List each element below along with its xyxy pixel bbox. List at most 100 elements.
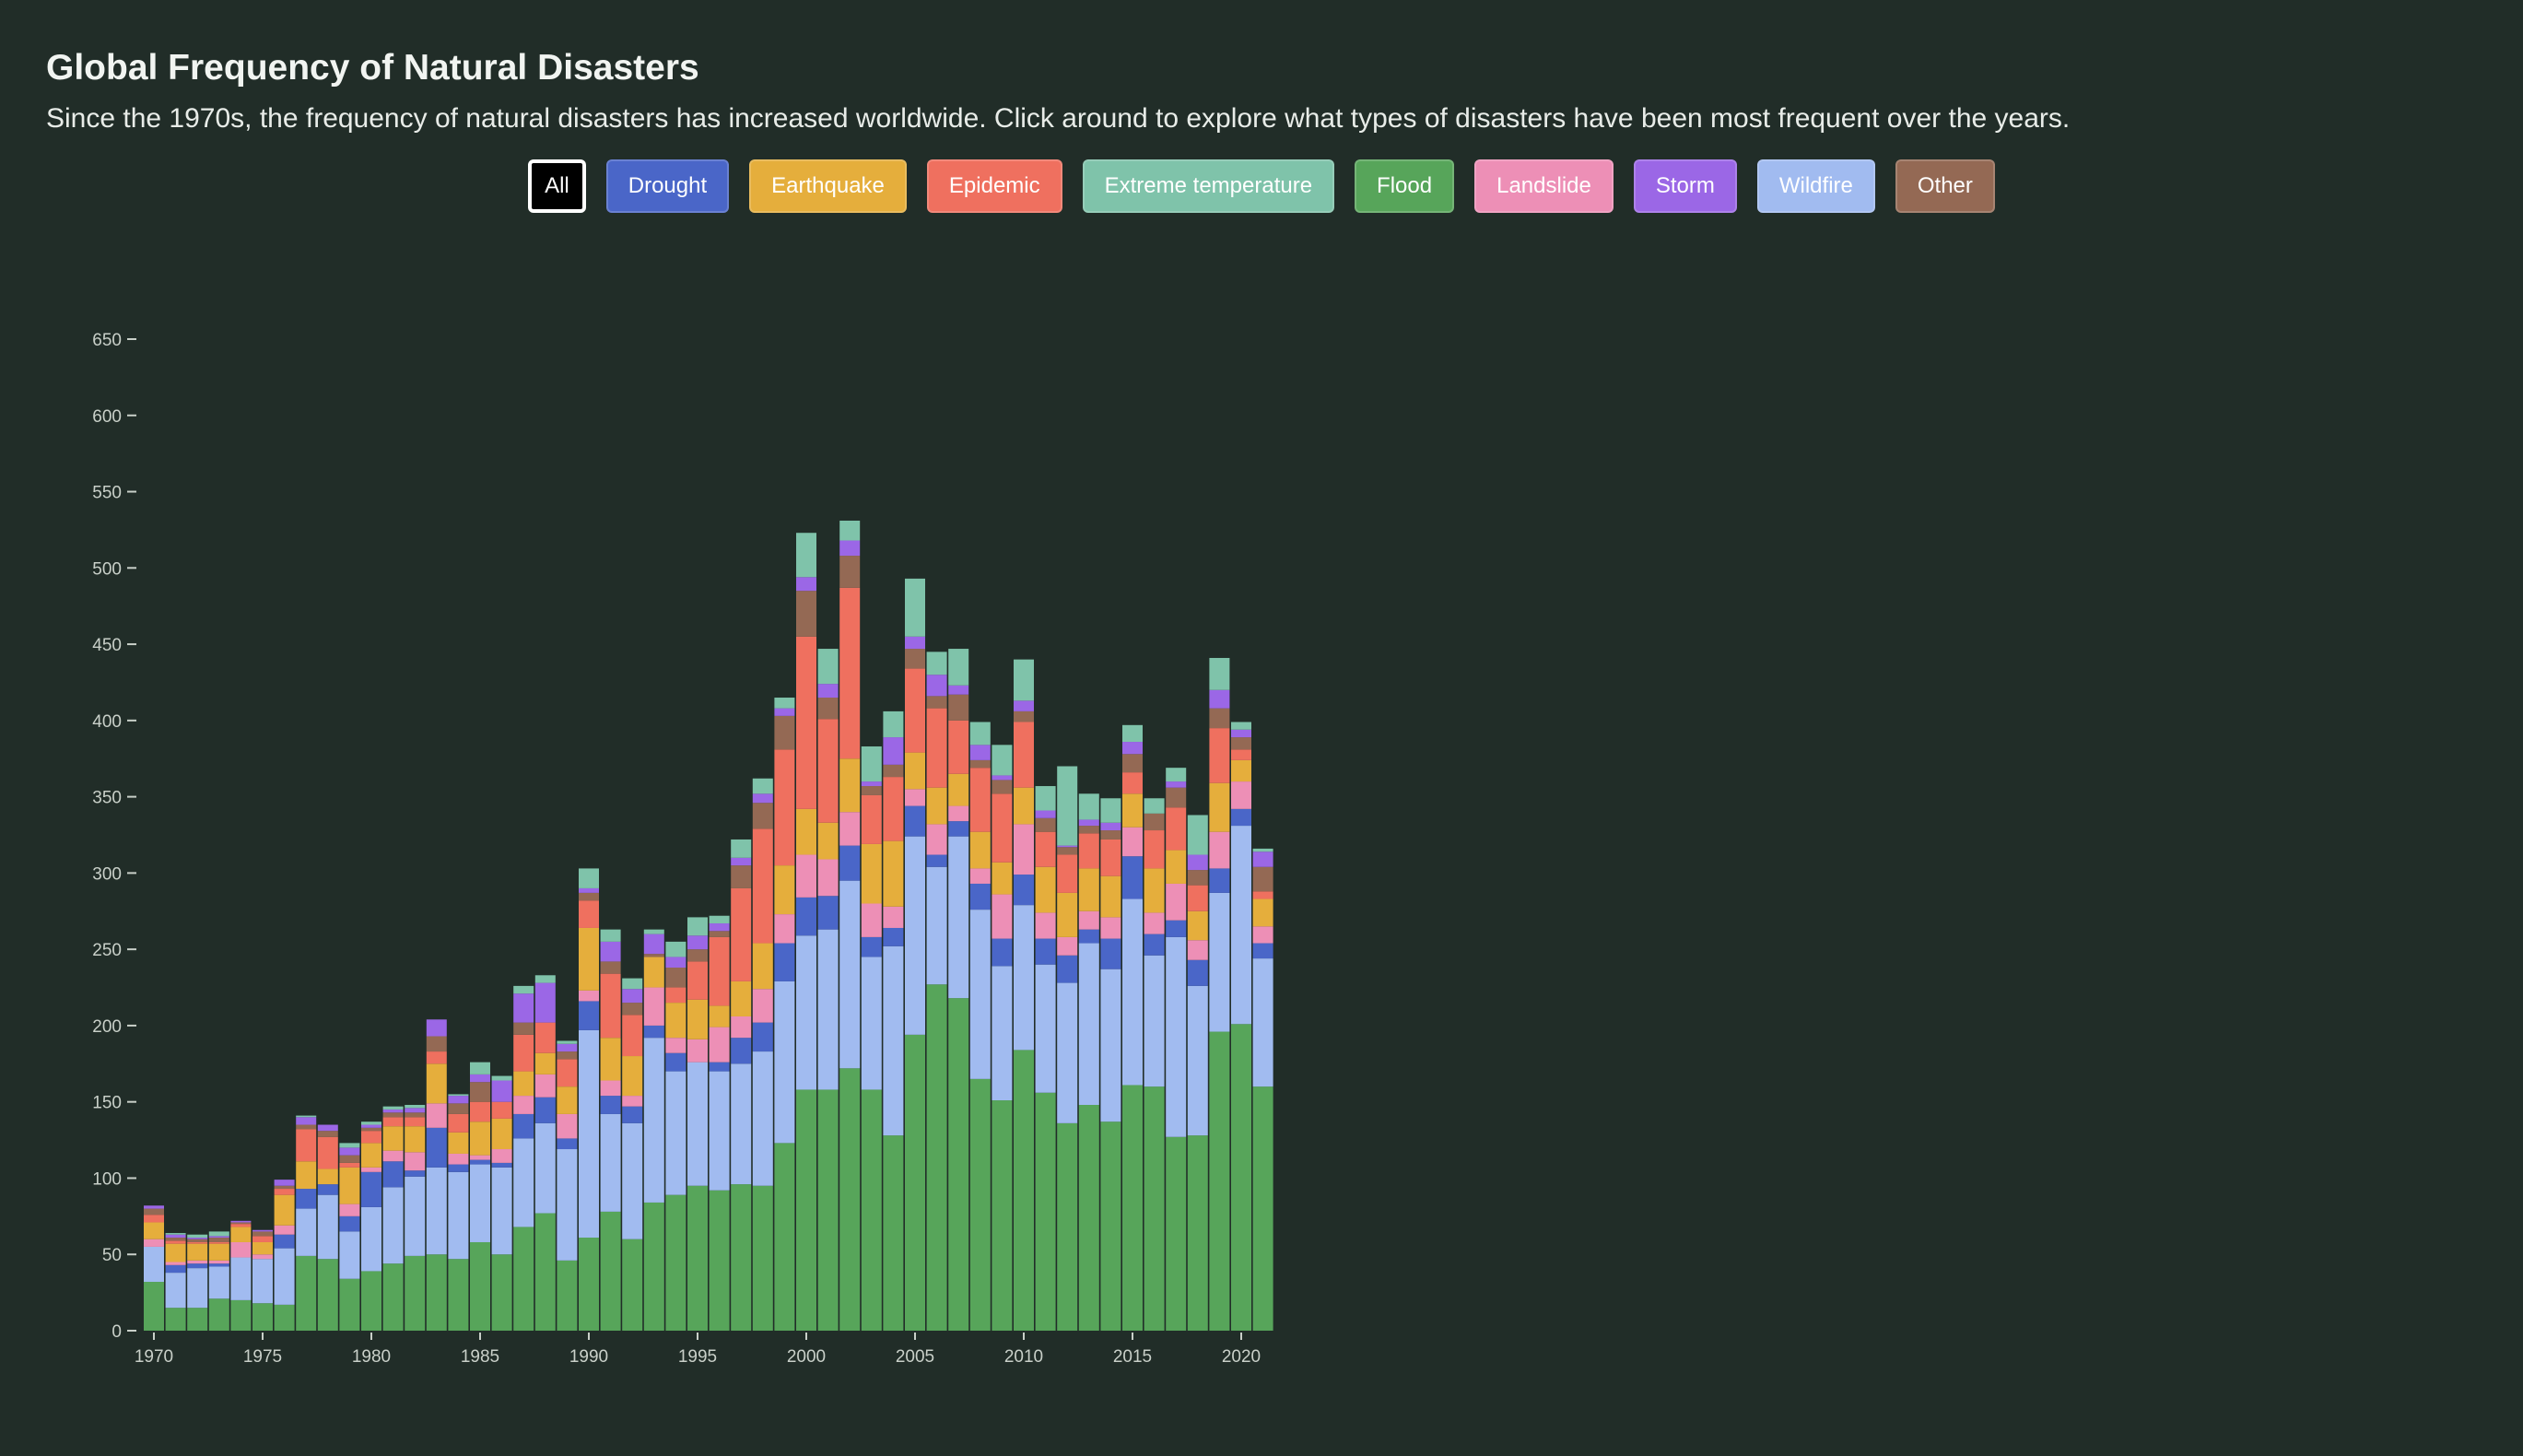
- bar-segment-storm[interactable]: 1989 Storm: 5: [557, 1043, 578, 1052]
- bar-segment-wildfire[interactable]: 1995 Wildfire: 81: [687, 1062, 708, 1186]
- bar-segment-epidemic[interactable]: 1981 Epidemic: 6: [382, 1117, 404, 1127]
- bar-stack-2001[interactable]: 2001 Flood: 1582001 Wildfire: 1052001 Dr…: [817, 649, 839, 1331]
- bar-segment-earthquake[interactable]: 1985 Earthquake: 22: [470, 1121, 490, 1156]
- bar-stack-1983[interactable]: 1983 Flood: 501983 Wildfire: 571983 Drou…: [426, 1019, 447, 1331]
- bar-segment-epidemic[interactable]: 2007 Epidemic: 35: [948, 720, 969, 774]
- bar-segment-epidemic[interactable]: 2021 Epidemic: 5: [1252, 891, 1273, 899]
- bar-segment-drought[interactable]: 1973 Drought: 2: [208, 1263, 229, 1267]
- bar-segment-earthquake[interactable]: 1976 Earthquake: 20: [274, 1194, 295, 1226]
- bar-segment-other[interactable]: 1995 Other: 8: [687, 949, 708, 962]
- bar-segment-earthquake[interactable]: 2013 Earthquake: 28: [1078, 868, 1099, 911]
- bar-segment-drought[interactable]: 2014 Drought: 20: [1100, 938, 1121, 969]
- bar-segment-drought[interactable]: 1983 Drought: 26: [426, 1127, 447, 1168]
- bar-segment-extreme-temperature[interactable]: 1986 Extreme temperature: 3: [491, 1075, 512, 1081]
- bar-segment-earthquake[interactable]: 1996 Earthquake: 14: [709, 1005, 730, 1027]
- bar-segment-flood[interactable]: 1982 Flood: 49: [405, 1255, 426, 1331]
- filter-extreme-temperature-button[interactable]: Extreme temperature: [1082, 159, 1335, 213]
- bar-segment-other[interactable]: 2010 Other: 7: [1014, 710, 1034, 722]
- bar-segment-landslide[interactable]: 1981 Landslide: 7: [382, 1150, 404, 1162]
- bar-segment-storm[interactable]: 1998 Storm: 6: [752, 793, 773, 804]
- bar-segment-flood[interactable]: 1996 Flood: 92: [709, 1190, 730, 1331]
- filter-drought-button[interactable]: Drought: [605, 159, 730, 213]
- bar-segment-wildfire[interactable]: 1970 Wildfire: 23: [144, 1246, 164, 1283]
- bar-segment-extreme-temperature[interactable]: 1971 Extreme temperature: 1: [165, 1233, 186, 1235]
- bar-segment-earthquake[interactable]: 1973 Earthquake: 11: [208, 1243, 229, 1261]
- bar-segment-wildfire[interactable]: 2017 Wildfire: 131: [1166, 936, 1187, 1137]
- bar-segment-landslide[interactable]: 1989 Landslide: 16: [557, 1113, 578, 1139]
- bar-segment-other[interactable]: 1978 Other: 4: [317, 1131, 338, 1137]
- bar-segment-drought[interactable]: 2019 Drought: 16: [1209, 868, 1230, 893]
- bar-segment-flood[interactable]: 2008 Flood: 165: [969, 1078, 991, 1331]
- bar-segment-epidemic[interactable]: 2016 Epidemic: 25: [1144, 830, 1165, 869]
- bar-segment-storm[interactable]: 1981 Storm: 2: [382, 1109, 404, 1113]
- bar-stack-2020[interactable]: 2020 Flood: 2012020 Wildfire: 1302020 Dr…: [1231, 722, 1251, 1331]
- bar-segment-landslide[interactable]: 1987 Landslide: 12: [513, 1096, 534, 1114]
- bar-segment-wildfire[interactable]: 1979 Wildfire: 31: [339, 1231, 360, 1279]
- bar-segment-earthquake[interactable]: 1998 Earthquake: 30: [752, 943, 773, 990]
- bar-segment-other[interactable]: 1984 Other: 7: [448, 1103, 469, 1114]
- bar-segment-wildfire[interactable]: 1988 Wildfire: 59: [534, 1122, 556, 1214]
- bar-segment-drought[interactable]: 1998 Drought: 19: [752, 1022, 773, 1052]
- bar-stack-1992[interactable]: 1992 Flood: 601992 Wildfire: 761992 Drou…: [622, 978, 643, 1331]
- bar-stack-1978[interactable]: 1978 Flood: 471978 Wildfire: 421978 Drou…: [317, 1124, 338, 1331]
- bar-segment-epidemic[interactable]: 1994 Epidemic: 10: [665, 987, 686, 1004]
- bar-segment-other[interactable]: 1996 Other: 4: [709, 931, 730, 937]
- bar-segment-wildfire[interactable]: 2020 Wildfire: 130: [1231, 826, 1251, 1025]
- bar-segment-landslide[interactable]: 1979 Landslide: 8: [339, 1204, 360, 1216]
- bar-segment-other[interactable]: 1976 Other: 2: [274, 1185, 295, 1190]
- bar-segment-epidemic[interactable]: 1984 Epidemic: 12: [448, 1113, 469, 1133]
- bar-segment-drought[interactable]: 1986 Drought: 3: [491, 1162, 512, 1168]
- bar-segment-other[interactable]: 1977 Other: 3: [296, 1124, 317, 1130]
- bar-segment-epidemic[interactable]: 1999 Epidemic: 76: [774, 749, 795, 866]
- bar-segment-landslide[interactable]: 1976 Landslide: 6: [274, 1225, 295, 1235]
- bar-stack-1988[interactable]: 1988 Flood: 771988 Wildfire: 591988 Drou…: [534, 975, 556, 1331]
- bar-segment-epidemic[interactable]: 1996 Epidemic: 45: [709, 936, 730, 1006]
- bar-segment-extreme-temperature[interactable]: 2010 Extreme temperature: 27: [1014, 659, 1034, 701]
- bar-segment-storm[interactable]: 1972 Storm: 1: [187, 1238, 208, 1239]
- bar-stack-1973[interactable]: 1973 Flood: 211973 Wildfire: 211973 Drou…: [208, 1231, 229, 1331]
- bar-segment-extreme-temperature[interactable]: 1972 Extreme temperature: 2: [187, 1234, 208, 1239]
- bar-segment-wildfire[interactable]: 1980 Wildfire: 42: [361, 1206, 381, 1272]
- bar-segment-storm[interactable]: 1996 Storm: 5: [709, 923, 730, 932]
- bar-segment-flood[interactable]: 2019 Flood: 196: [1209, 1031, 1230, 1331]
- bar-stack-2016[interactable]: 2016 Flood: 1602016 Wildfire: 862016 Dro…: [1144, 798, 1165, 1331]
- bar-segment-landslide[interactable]: 2019 Landslide: 24: [1209, 831, 1230, 869]
- filter-wildfire-button[interactable]: Wildfire: [1756, 159, 1875, 213]
- bar-segment-storm[interactable]: 1980 Storm: 2: [361, 1124, 381, 1128]
- bar-segment-earthquake[interactable]: 1986 Earthquake: 20: [491, 1118, 512, 1150]
- bar-segment-flood[interactable]: 1986 Flood: 50: [491, 1254, 512, 1331]
- bar-segment-wildfire[interactable]: 2015 Wildfire: 122: [1122, 898, 1143, 1086]
- bar-segment-flood[interactable]: 2016 Flood: 160: [1144, 1086, 1165, 1331]
- bar-segment-drought[interactable]: 1988 Drought: 17: [534, 1097, 556, 1123]
- bar-segment-landslide[interactable]: 1970 Landslide: 5: [144, 1239, 164, 1247]
- bar-segment-extreme-temperature[interactable]: 1994 Extreme temperature: 10: [665, 941, 686, 957]
- bar-segment-drought[interactable]: 1994 Drought: 12: [665, 1052, 686, 1072]
- bar-segment-epidemic[interactable]: 1991 Epidemic: 42: [600, 973, 621, 1039]
- bar-segment-extreme-temperature[interactable]: 2015 Extreme temperature: 11: [1122, 724, 1143, 743]
- bar-stack-1991[interactable]: 1991 Flood: 781991 Wildfire: 641991 Drou…: [600, 929, 621, 1331]
- bar-segment-drought[interactable]: 2001 Drought: 22: [817, 896, 839, 930]
- bar-segment-storm[interactable]: 1991 Storm: 13: [600, 941, 621, 962]
- bar-segment-wildfire[interactable]: 1975 Wildfire: 29: [252, 1259, 273, 1304]
- bar-segment-earthquake[interactable]: 1991 Earthquake: 28: [600, 1038, 621, 1081]
- bar-segment-storm[interactable]: 1974 Storm: 1: [230, 1220, 252, 1223]
- bar-segment-landslide[interactable]: 2005 Landslide: 11: [905, 789, 925, 806]
- bar-segment-drought[interactable]: 1992 Drought: 11: [622, 1106, 643, 1123]
- bar-segment-epidemic[interactable]: 1986 Epidemic: 11: [491, 1101, 512, 1119]
- bar-segment-epidemic[interactable]: 2008 Epidemic: 42: [969, 768, 991, 832]
- bar-segment-drought[interactable]: 2010 Drought: 20: [1014, 875, 1034, 906]
- bar-segment-epidemic[interactable]: 1977 Epidemic: 21: [296, 1129, 317, 1162]
- bar-segment-drought[interactable]: 1991 Drought: 12: [600, 1096, 621, 1114]
- bar-segment-extreme-temperature[interactable]: 1989 Extreme temperature: 2: [557, 1040, 578, 1044]
- bar-segment-drought[interactable]: 2015 Drought: 28: [1122, 856, 1143, 899]
- bar-segment-extreme-temperature[interactable]: 2000 Extreme temperature: 29: [796, 533, 816, 578]
- bar-segment-other[interactable]: 1981 Other: 3: [382, 1112, 404, 1118]
- bar-segment-storm[interactable]: 1979 Storm: 5: [339, 1147, 360, 1156]
- bar-segment-wildfire[interactable]: 2011 Wildfire: 84: [1035, 964, 1056, 1093]
- bar-segment-wildfire[interactable]: 2003 Wildfire: 87: [861, 957, 882, 1090]
- bar-stack-1974[interactable]: 1974 Flood: 201974 Wildfire: 281974 Land…: [230, 1220, 252, 1331]
- bar-segment-landslide[interactable]: 2011 Landslide: 17: [1035, 912, 1056, 939]
- bar-segment-flood[interactable]: 2014 Flood: 137: [1100, 1121, 1121, 1331]
